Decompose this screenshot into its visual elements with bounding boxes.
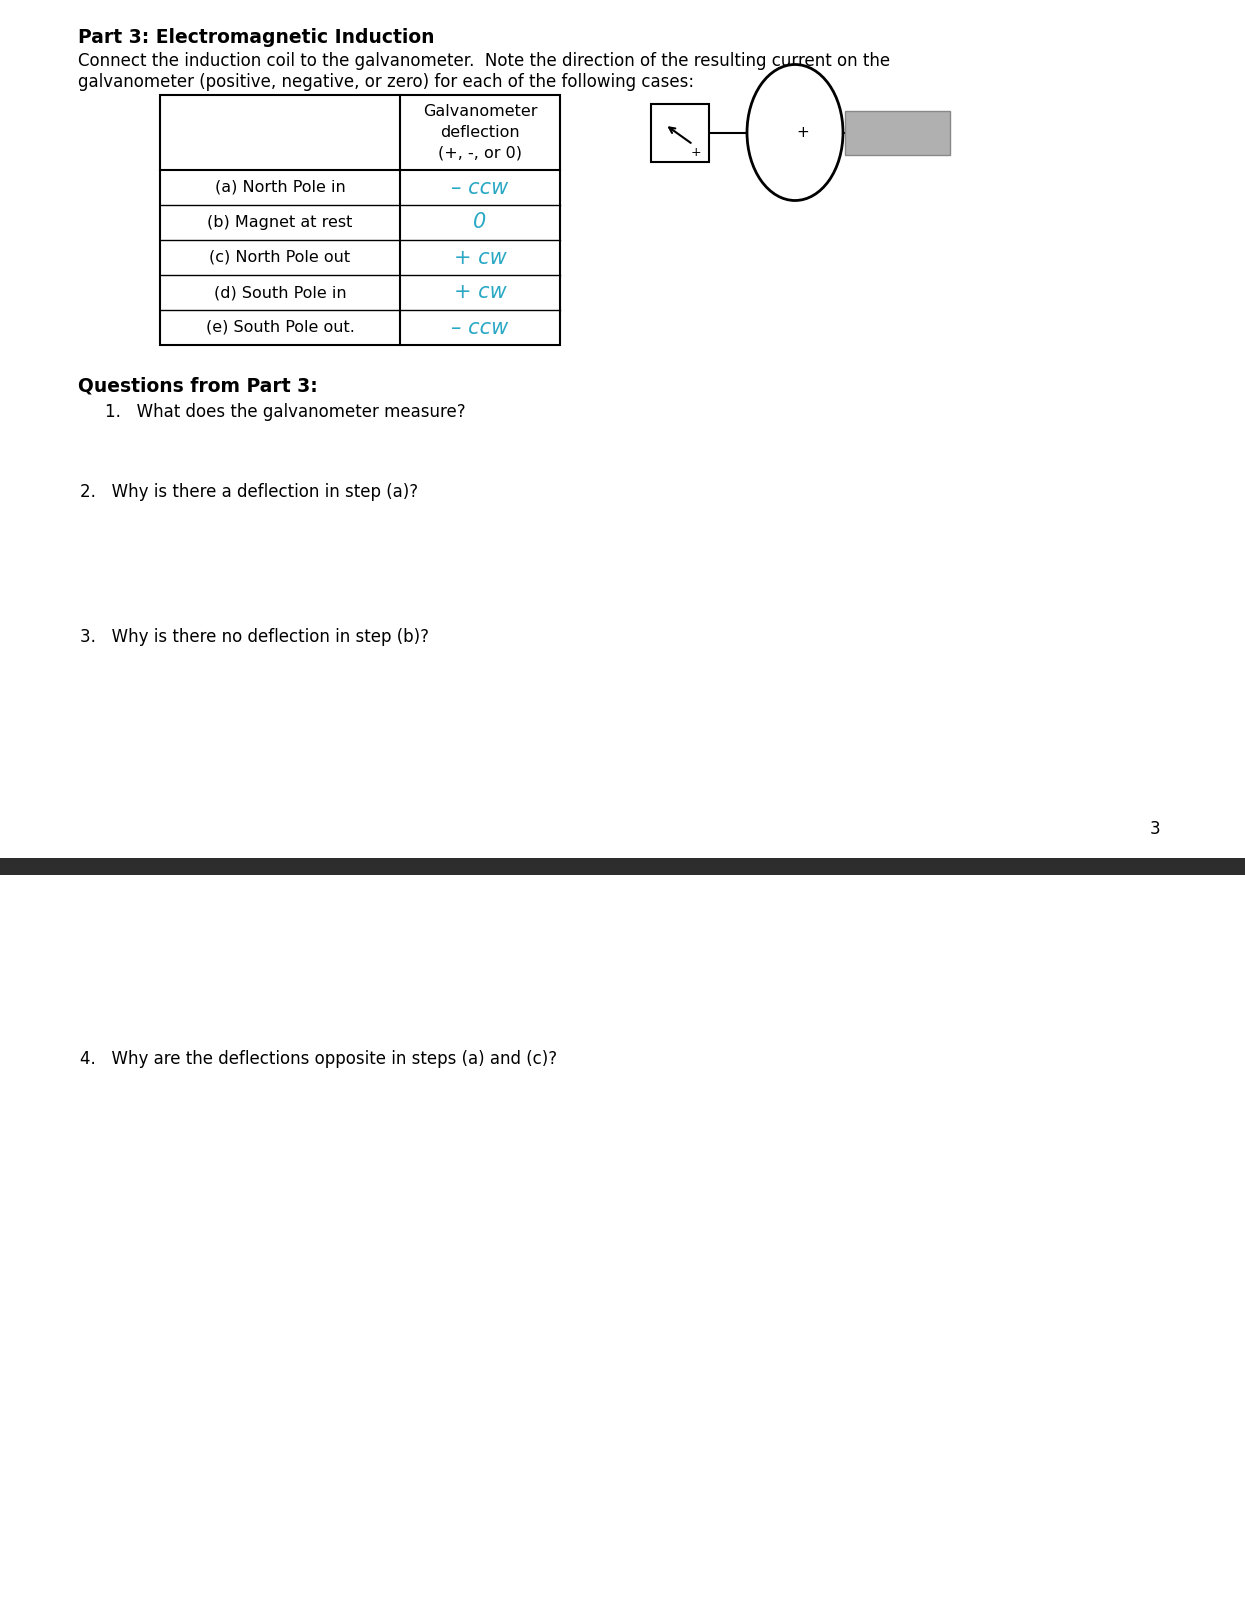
Text: (a) North Pole in: (a) North Pole in <box>214 180 345 196</box>
Text: +: + <box>691 146 701 159</box>
Text: (c) North Pole out: (c) North Pole out <box>209 250 351 265</box>
Text: +: + <box>797 125 809 140</box>
Text: – ccw: – ccw <box>452 178 509 197</box>
Text: galvanometer (positive, negative, or zero) for each of the following cases:: galvanometer (positive, negative, or zer… <box>78 74 695 91</box>
Text: Part 3: Electromagnetic Induction: Part 3: Electromagnetic Induction <box>78 27 435 47</box>
Bar <box>161 95 560 345</box>
Text: (e) South Pole out.: (e) South Pole out. <box>205 321 355 335</box>
Text: – ccw: – ccw <box>452 318 509 337</box>
Text: (b) Magnet at rest: (b) Magnet at rest <box>208 215 352 229</box>
Text: 1.   What does the galvanometer measure?: 1. What does the galvanometer measure? <box>105 403 466 420</box>
Text: Questions from Part 3:: Questions from Part 3: <box>78 377 317 396</box>
Text: 3: 3 <box>1149 820 1160 837</box>
Text: Galvanometer
deflection
(+, -, or 0): Galvanometer deflection (+, -, or 0) <box>423 104 538 160</box>
Bar <box>0 858 1245 876</box>
Text: + cw: + cw <box>453 282 507 303</box>
Text: 2.   Why is there a deflection in step (a)?: 2. Why is there a deflection in step (a)… <box>80 483 418 500</box>
Bar <box>845 111 950 154</box>
Text: (d) South Pole in: (d) South Pole in <box>214 286 346 300</box>
Text: 0: 0 <box>473 212 487 233</box>
Bar <box>651 104 708 162</box>
Text: Connect the induction coil to the galvanometer.  Note the direction of the resul: Connect the induction coil to the galvan… <box>78 51 890 71</box>
Text: + cw: + cw <box>453 247 507 268</box>
Ellipse shape <box>747 64 843 200</box>
Text: 3.   Why is there no deflection in step (b)?: 3. Why is there no deflection in step (b… <box>80 629 430 646</box>
Text: 4.   Why are the deflections opposite in steps (a) and (c)?: 4. Why are the deflections opposite in s… <box>80 1051 557 1068</box>
